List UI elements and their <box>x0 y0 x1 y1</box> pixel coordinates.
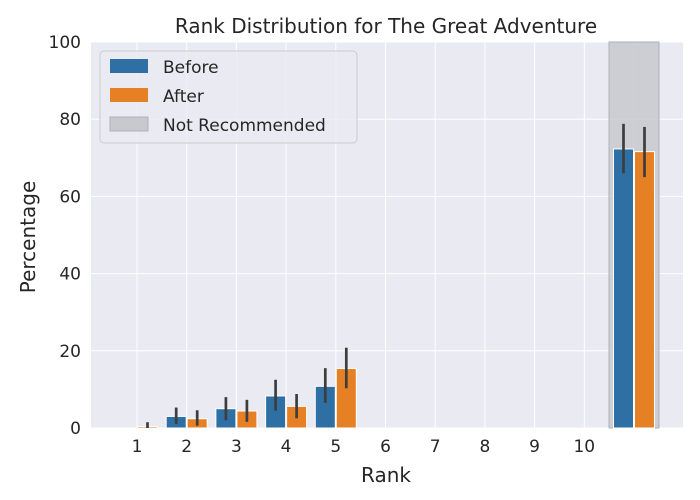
x-tick-label-9: 9 <box>529 437 540 457</box>
legend-label-not-recommended: Not Recommended <box>163 116 326 136</box>
bar-after-unlabeled <box>634 151 655 429</box>
y-tick-label-100: 100 <box>49 33 81 53</box>
y-tick-labels: 0 20 40 60 80 100 <box>49 33 81 439</box>
y-tick-label-0: 0 <box>70 419 81 439</box>
legend-swatch-before <box>110 59 148 73</box>
x-tick-labels: 1 2 3 4 5 6 7 8 9 10 <box>132 437 596 457</box>
legend-swatch-after <box>110 88 148 102</box>
y-tick-label-60: 60 <box>59 187 81 207</box>
x-tick-label-1: 1 <box>132 437 143 457</box>
legend-label-after: After <box>163 87 204 107</box>
x-tick-label-8: 8 <box>479 437 490 457</box>
x-tick-label-6: 6 <box>380 437 391 457</box>
error-bars <box>146 123 646 428</box>
y-tick-label-80: 80 <box>59 110 81 130</box>
x-tick-label-2: 2 <box>181 437 192 457</box>
y-tick-label-40: 40 <box>59 265 81 285</box>
bar-before-unlabeled <box>613 148 634 429</box>
legend[interactable]: Before After Not Recommended <box>99 50 358 144</box>
legend-label-before: Before <box>163 58 219 78</box>
y-axis-label: Percentage <box>16 181 40 294</box>
legend-swatch-not-recommended <box>109 116 149 132</box>
chart-title: Rank Distribution for The Great Adventur… <box>175 14 597 38</box>
x-tick-label-7: 7 <box>430 437 441 457</box>
legend-box <box>99 50 358 144</box>
x-tick-label-3: 3 <box>231 437 242 457</box>
x-tick-label-4: 4 <box>281 437 292 457</box>
x-tick-label-5: 5 <box>330 437 341 457</box>
x-tick-label-10: 10 <box>573 437 595 457</box>
x-axis-label: Rank <box>361 463 411 487</box>
y-tick-label-20: 20 <box>59 342 81 362</box>
